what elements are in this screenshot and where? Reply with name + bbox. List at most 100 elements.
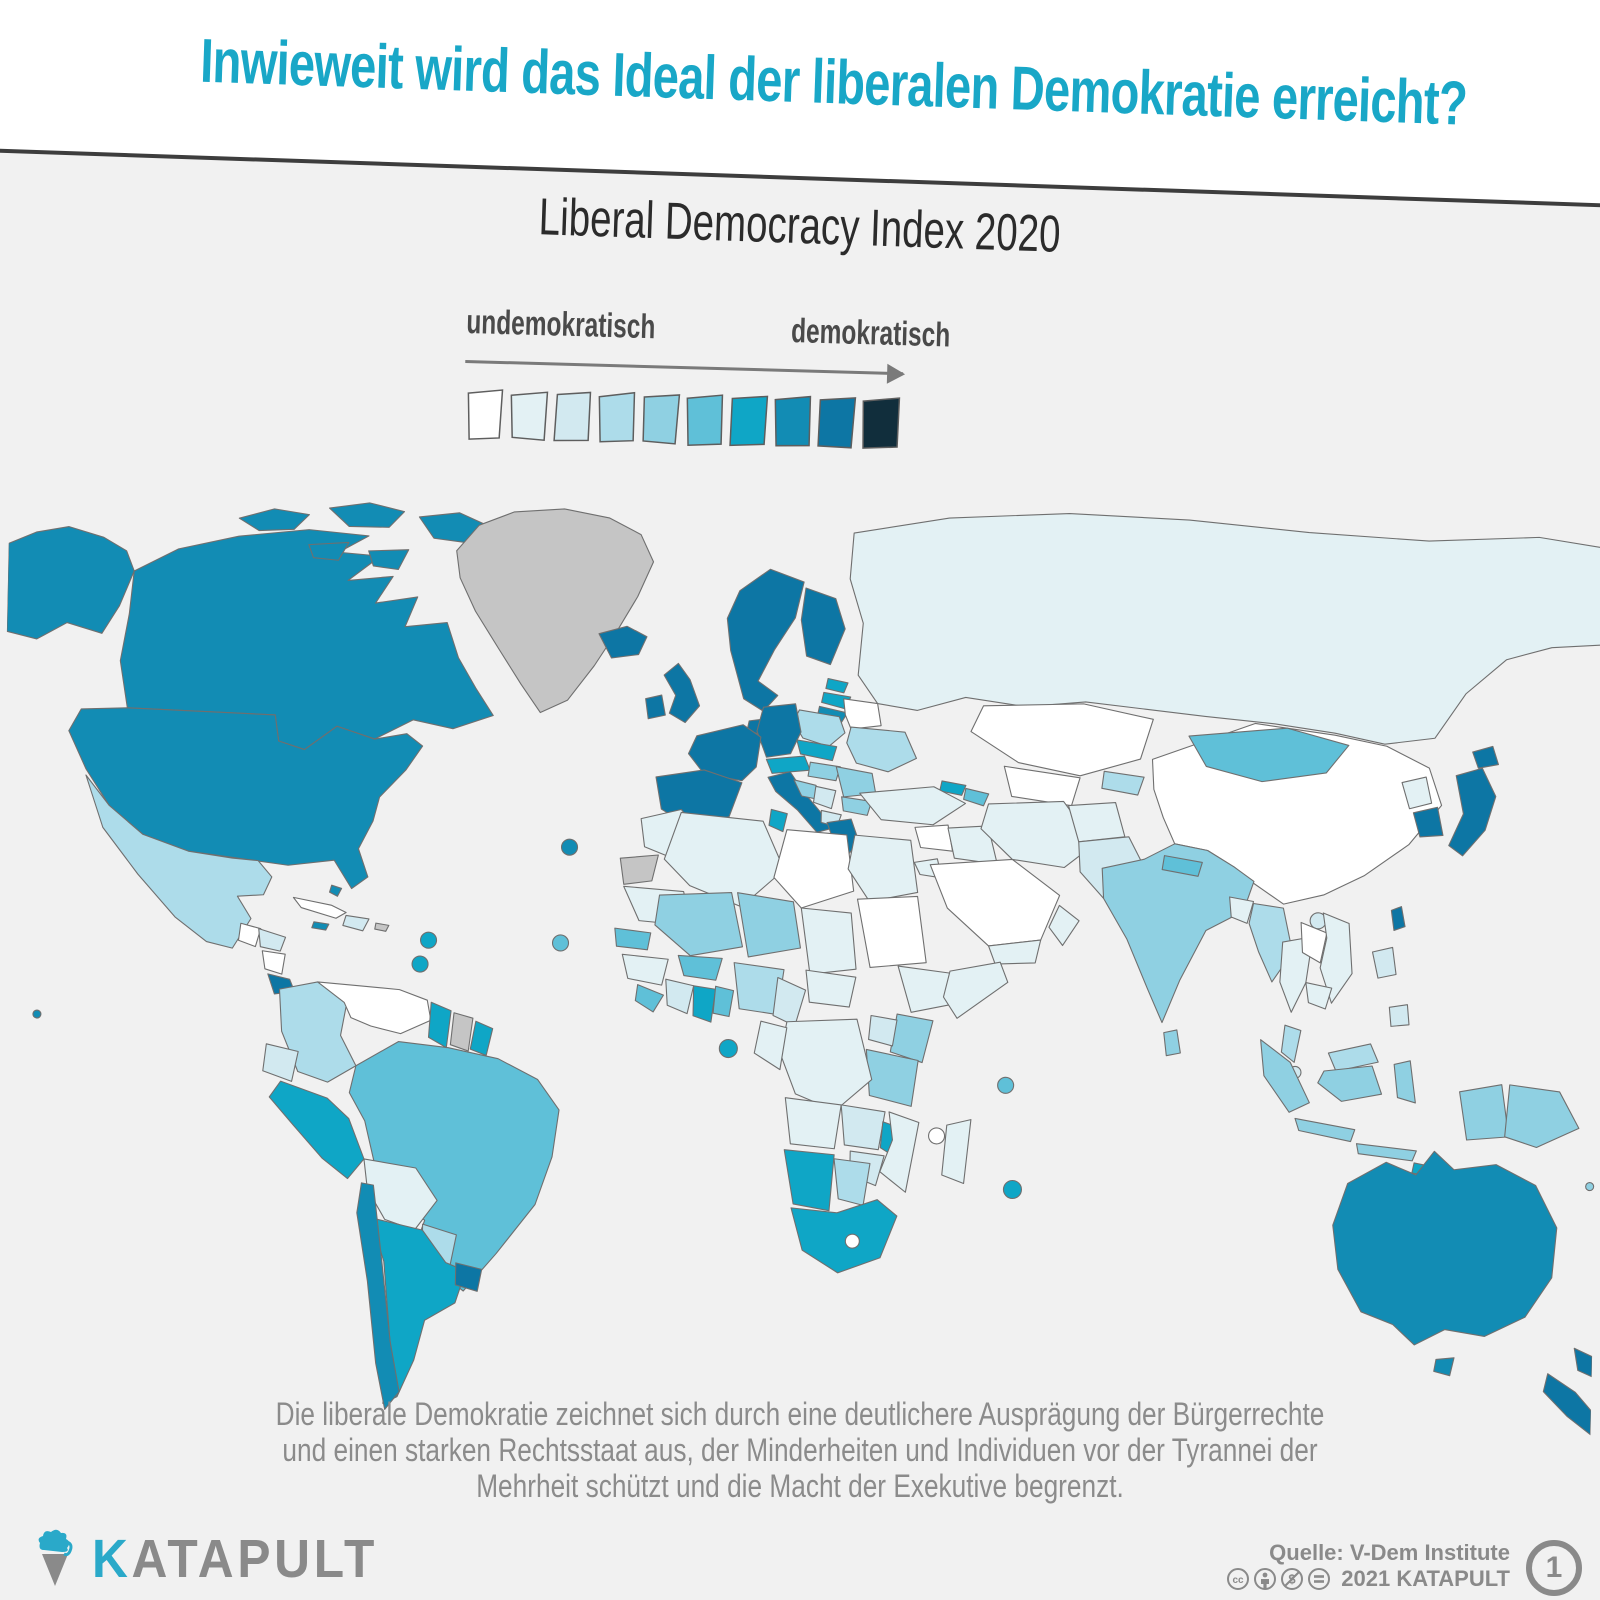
country-germany (756, 703, 802, 758)
country-cambodia (1305, 982, 1333, 1010)
country-australia (1332, 1150, 1558, 1346)
country-french-guiana (469, 1020, 494, 1056)
legend-swatch-4 (598, 391, 636, 443)
country-honduras (258, 928, 287, 952)
country-central-african-republic (805, 969, 857, 1008)
country-niger (737, 892, 802, 958)
country-finland (800, 587, 846, 666)
caption-line-3: Mehrheit schützt und die Macht der Exeku… (476, 1468, 1124, 1504)
country-hawaii (32, 1009, 42, 1019)
country-taiwan (1390, 906, 1406, 931)
legend-swatch-10 (862, 397, 901, 449)
country-georgia (939, 780, 967, 796)
country-vietnam (1319, 912, 1353, 1004)
country-oman (1048, 904, 1080, 947)
color-legend: undemokratisch demokratisch (463, 300, 950, 453)
country-iran (980, 800, 1096, 869)
country-senegal (614, 927, 652, 951)
legend-swatch-5 (642, 394, 681, 445)
country-mongolia (1188, 727, 1350, 783)
country-malaysia-peninsula (1280, 1024, 1302, 1063)
country-egypt (847, 834, 919, 902)
country-sudan (856, 895, 927, 969)
country-azerbaijan (963, 787, 990, 807)
country-uganda (868, 1014, 898, 1047)
country-burkina-faso (677, 954, 723, 981)
country-indonesia-java (1294, 1117, 1356, 1143)
country-ukraine (846, 726, 918, 773)
svg-text:cc: cc (1233, 1575, 1245, 1586)
country-switzerland-austria (765, 755, 811, 774)
country-cuba (292, 896, 347, 919)
country-botswana (833, 1158, 871, 1206)
legend-swatch-8 (774, 395, 812, 447)
cc-license-icons: cc $ (1226, 1567, 1331, 1591)
country-mexico (85, 774, 273, 949)
legend-swatch-2 (510, 391, 549, 442)
page-number: 1 (1545, 1551, 1563, 1584)
country-alaska (6, 526, 135, 640)
country-japan-hokkaido (1472, 745, 1500, 769)
country-dr-congo (779, 1018, 873, 1112)
world-map (6, 502, 1600, 1436)
country-south-korea (1412, 806, 1444, 838)
country-chile (356, 1182, 400, 1410)
page-number-badge: 1 (1526, 1540, 1582, 1596)
legend-label-democratic: demokratisch (790, 312, 951, 355)
country-libya (773, 829, 855, 909)
source-line: Quelle: V-Dem Institute (1269, 1540, 1510, 1565)
country-lesotho (844, 1233, 860, 1249)
country-comoros (928, 1127, 946, 1145)
legend-swatch-9 (817, 397, 857, 449)
legend-swatch-7 (729, 395, 769, 447)
country-norway-sweden (726, 568, 805, 712)
country-new-zealand-north (1573, 1347, 1593, 1378)
logo-letters-rest: ATAPULT (131, 1529, 379, 1589)
country-uruguay (454, 1262, 483, 1292)
country-cape-verde (551, 934, 570, 952)
country-guatemala (237, 922, 262, 948)
country-serbia-bosnia (812, 785, 837, 810)
map-subtitle-text: Liberal Democracy Index 2020 (538, 188, 1062, 264)
country-peru (268, 1080, 365, 1180)
country-belarus (843, 698, 882, 730)
country-ecuador (262, 1043, 299, 1082)
country-antilles-1 (419, 931, 438, 949)
country-iceland (598, 625, 648, 659)
caption-line-1: Die liberale Demokratie zeichnet sich du… (275, 1396, 1325, 1432)
country-indonesia-kalimantan (1317, 1065, 1383, 1102)
legend-label-undemocratic: undemokratisch (465, 302, 656, 347)
country-sao-tome (718, 1038, 738, 1059)
cc-nd-icon (1308, 1568, 1331, 1590)
country-madagascar (941, 1119, 972, 1185)
country-sri-lanka (1163, 1029, 1181, 1057)
legend-swatch-row (463, 385, 902, 453)
country-arctic-island-1 (238, 508, 310, 532)
country-greenland (456, 508, 655, 714)
country-arctic-island-4 (308, 541, 350, 561)
country-togo-benin (712, 985, 735, 1018)
country-arctic-island-2 (329, 502, 406, 528)
country-cameroon (772, 976, 807, 1027)
country-angola (784, 1097, 842, 1150)
country-kazakhstan (970, 703, 1154, 777)
country-papua-new-guinea (1504, 1084, 1580, 1149)
country-argentina (373, 1218, 467, 1404)
country-yemen (987, 939, 1042, 965)
country-new-zealand-south (1542, 1373, 1592, 1436)
ice-cream-icon (38, 1529, 73, 1586)
caption-line-2: und einen starken Rechtsstaat aus, der M… (282, 1432, 1318, 1468)
country-mali (654, 892, 744, 957)
country-france (687, 724, 762, 782)
country-tasmania (1433, 1357, 1455, 1377)
country-seychelles (997, 1076, 1015, 1094)
country-sierra-leone-liberia (634, 984, 664, 1013)
country-india (1101, 843, 1255, 1024)
legend-swatch-6 (686, 394, 724, 447)
country-philippines-mindanao (1388, 1004, 1410, 1027)
country-tunisia (768, 808, 788, 833)
country-usa (68, 707, 424, 890)
country-north-korea (1401, 776, 1433, 810)
katapult-logo-text: KATAPULT (92, 1528, 378, 1590)
